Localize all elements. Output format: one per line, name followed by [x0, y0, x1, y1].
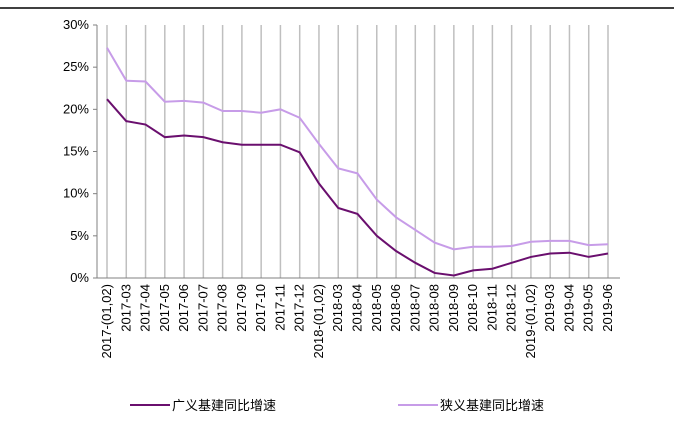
x-tick-label: 2018-12 — [504, 284, 519, 332]
x-tick-label: 2018-10 — [465, 284, 480, 332]
x-tick-label: 2018-07 — [407, 284, 422, 332]
x-tick-label: 2019-06 — [600, 284, 615, 332]
line-series — [106, 47, 609, 251]
x-tick-label: 2017-10 — [253, 284, 268, 332]
y-tick-label: 15% — [63, 144, 89, 159]
x-tick-label: 2018-(01,02) — [311, 284, 326, 358]
y-tick-label: 20% — [63, 101, 89, 116]
x-tick-label: 2018-11 — [484, 284, 499, 331]
y-tick-label: 25% — [63, 59, 89, 74]
x-tick-label: 2019-(01,02) — [523, 284, 538, 358]
legend-label: 狭义基建同比增速 — [440, 398, 544, 413]
y-tick-label: 10% — [63, 186, 89, 201]
x-tick-label: 2017-09 — [234, 284, 249, 332]
x-tick-label: 2017-12 — [292, 284, 307, 332]
line-series — [106, 98, 609, 277]
x-tick-label: 2018-08 — [427, 284, 442, 332]
y-tick-label: 5% — [70, 228, 89, 243]
x-tick-label: 2017-08 — [215, 284, 230, 332]
x-tick-label: 2017-06 — [176, 284, 191, 332]
x-tick-label: 2017-07 — [195, 284, 210, 332]
x-tick-label: 2017-05 — [157, 284, 172, 332]
x-tick-label: 2019-03 — [542, 284, 557, 332]
x-tick-label: 2018-03 — [330, 284, 345, 332]
x-tick-label: 2018-05 — [369, 284, 384, 332]
x-tick-label: 2018-04 — [350, 284, 365, 332]
x-tick-label: 2019-05 — [581, 284, 596, 332]
y-tick-label: 30% — [63, 17, 89, 32]
x-tick-label: 2017-03 — [118, 284, 133, 332]
x-tick-label: 2018-06 — [388, 284, 403, 332]
x-tick-label: 2018-09 — [446, 284, 461, 332]
x-tick-label: 2017-11 — [272, 284, 287, 331]
legend-label: 广义基建同比增速 — [172, 398, 276, 413]
x-tick-label: 2019-04 — [561, 284, 576, 332]
y-tick-label: 0% — [70, 270, 89, 285]
x-tick-label: 2017-04 — [138, 284, 153, 332]
x-tick-label: 2017-(01,02) — [99, 284, 114, 358]
